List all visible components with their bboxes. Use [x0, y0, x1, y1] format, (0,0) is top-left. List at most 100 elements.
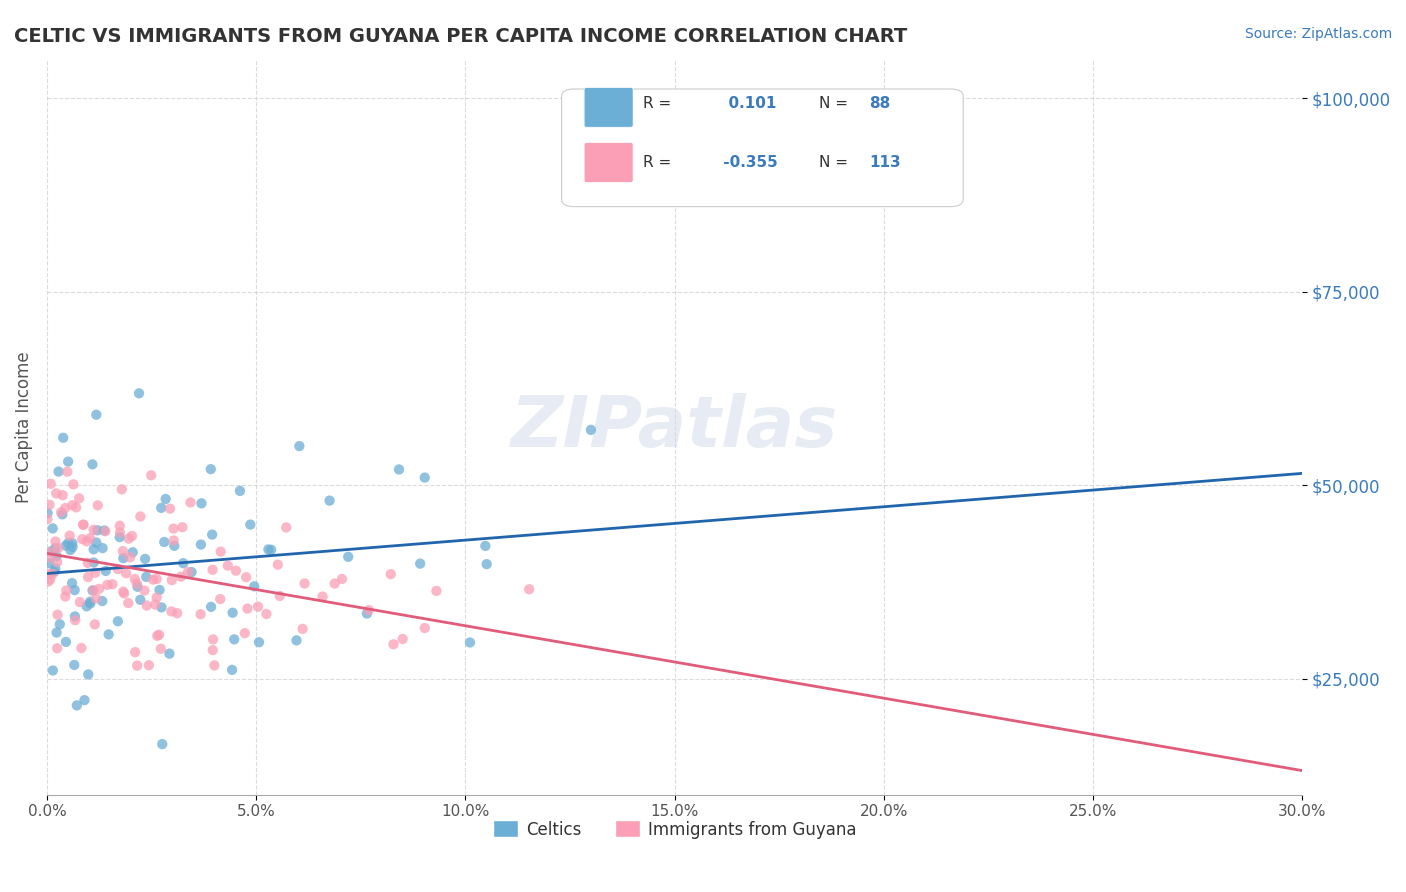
Point [380, 567, 402, 582]
Point [83, 523, 105, 537]
Point [149, 641, 172, 656]
Text: N =: N = [818, 96, 853, 112]
Point [129, 592, 152, 607]
Point [150, 737, 173, 751]
Point [38, 556, 60, 570]
Point [202, 658, 225, 673]
Point [134, 583, 156, 598]
Point [46, 641, 69, 656]
Point [62, 477, 84, 491]
Point [388, 462, 411, 476]
Point [49, 505, 72, 519]
Point [143, 598, 166, 612]
Point [107, 562, 129, 576]
Point [120, 550, 142, 565]
Point [45, 625, 67, 640]
Point [474, 539, 496, 553]
Point [55, 539, 77, 553]
Point [86, 523, 108, 537]
Point [39, 476, 62, 491]
Point [294, 576, 316, 591]
Point [127, 658, 149, 673]
Point [111, 483, 134, 497]
Point [97, 627, 120, 641]
FancyBboxPatch shape [561, 89, 963, 207]
Point [101, 577, 124, 591]
Point [108, 530, 131, 544]
Point [84, 591, 107, 606]
Point [160, 573, 183, 587]
Point [276, 520, 298, 534]
Point [93, 524, 115, 538]
Point [337, 549, 360, 564]
Text: CELTIC VS IMMIGRANTS FROM GUYANA PER CAPITA INCOME CORRELATION CHART: CELTIC VS IMMIGRANTS FROM GUYANA PER CAP… [14, 27, 907, 45]
Point [112, 584, 135, 599]
Point [66, 698, 89, 713]
Point [269, 589, 291, 603]
Point [517, 582, 540, 597]
Text: R =: R = [643, 96, 672, 112]
Point [413, 470, 436, 484]
Point [357, 603, 380, 617]
Point [159, 647, 181, 661]
Point [323, 576, 346, 591]
Text: ZIPatlas: ZIPatlas [510, 392, 838, 462]
Point [125, 576, 148, 591]
Point [135, 570, 157, 584]
Point [209, 592, 232, 607]
Point [52, 431, 75, 445]
Point [84, 408, 107, 422]
Point [190, 607, 212, 622]
Point [229, 483, 252, 498]
Text: 0.101: 0.101 [718, 96, 778, 112]
Point [209, 544, 232, 558]
Point [44, 541, 66, 556]
Point [124, 645, 146, 659]
Point [44, 534, 66, 549]
Point [62, 540, 84, 554]
Point [257, 542, 280, 557]
Point [124, 572, 146, 586]
Point [288, 439, 311, 453]
Point [117, 596, 139, 610]
Point [267, 558, 290, 572]
Point [108, 525, 131, 540]
Point [111, 544, 134, 558]
Point [409, 557, 432, 571]
Text: Source: ZipAtlas.com: Source: ZipAtlas.com [1244, 27, 1392, 41]
Point [73, 693, 96, 707]
Point [41, 567, 63, 582]
Point [190, 496, 212, 510]
Point [56, 455, 79, 469]
Point [160, 604, 183, 618]
Point [221, 606, 243, 620]
Point [201, 563, 224, 577]
Point [39, 572, 62, 586]
Point [44, 561, 66, 575]
Point [83, 617, 105, 632]
Text: 88: 88 [869, 96, 890, 112]
Point [37, 512, 59, 526]
Point [89, 582, 111, 596]
Point [172, 520, 194, 534]
Point [217, 558, 239, 573]
Point [38, 498, 60, 512]
Point [190, 538, 212, 552]
Point [53, 590, 76, 604]
Point [63, 583, 86, 598]
Point [55, 635, 77, 649]
Point [200, 462, 222, 476]
Point [221, 663, 243, 677]
Point [79, 597, 101, 611]
Point [60, 498, 83, 512]
Point [63, 657, 86, 672]
Point [170, 569, 193, 583]
Point [145, 572, 167, 586]
Point [142, 573, 165, 587]
Point [38, 550, 60, 565]
Point [246, 599, 269, 614]
Point [45, 549, 67, 563]
Text: R =: R = [643, 155, 672, 170]
Point [311, 590, 333, 604]
Point [458, 635, 481, 649]
